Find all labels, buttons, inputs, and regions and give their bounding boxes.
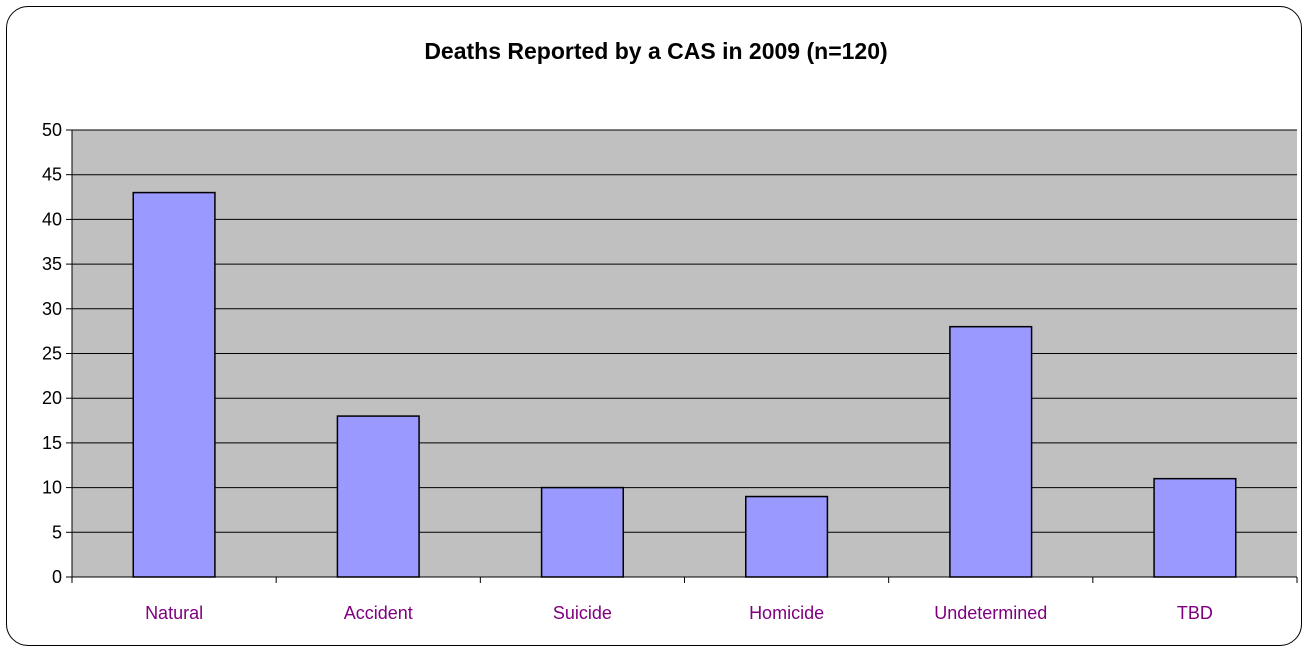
x-tick-label: Natural (145, 603, 203, 623)
y-tick-label: 40 (42, 209, 62, 229)
y-tick-label: 5 (52, 522, 62, 542)
x-tick-label: Homicide (749, 603, 824, 623)
bar-homicide (745, 495, 829, 578)
x-axis: Natural Accident Suicide Homicide Undetermin… (71, 576, 1298, 623)
bar-accident (336, 415, 420, 578)
y-tick-label: 0 (52, 567, 62, 587)
y-tick-label: 15 (42, 433, 62, 453)
x-tick-label: Accident (344, 603, 413, 623)
y-tick-label: 25 (42, 344, 62, 364)
bar-natural (132, 191, 216, 578)
bar-suicide (540, 486, 624, 578)
y-tick-label: 35 (42, 254, 62, 274)
bar-tbd (1153, 477, 1237, 578)
chart-title: Deaths Reported by a CAS in 2009 (n=120) (424, 38, 887, 64)
y-axis: 0 5 10 15 20 25 30 35 40 45 50 (42, 120, 73, 587)
x-tick-label: TBD (1177, 603, 1213, 623)
x-tick-label: Suicide (553, 603, 612, 623)
y-tick-label: 20 (42, 388, 62, 408)
y-tick-label: 30 (42, 299, 62, 319)
x-tick-label: Undetermined (934, 603, 1047, 623)
bars (132, 191, 1237, 578)
y-tick-label: 10 (42, 478, 62, 498)
bar-undetermined (949, 325, 1033, 578)
y-tick-label: 50 (42, 120, 62, 140)
gridlines (72, 129, 1297, 533)
y-tick-label: 45 (42, 165, 62, 185)
